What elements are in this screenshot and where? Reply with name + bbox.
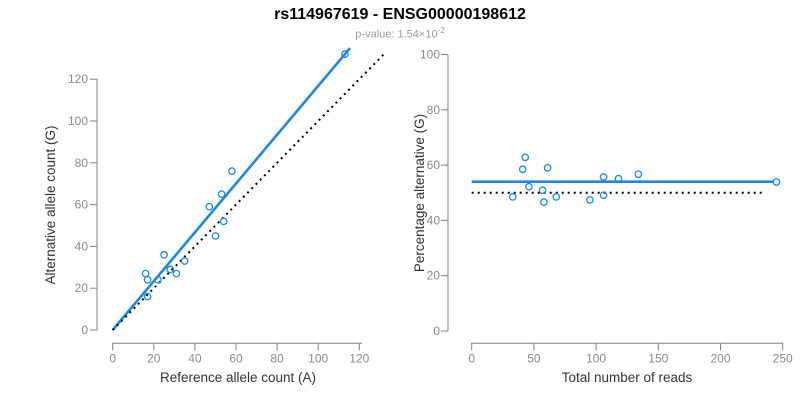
y-tick-label: 60 (75, 198, 89, 212)
right-plot-xlabel: Total number of reads (562, 370, 693, 385)
data-point (521, 153, 530, 162)
y-tick-label: 40 (75, 239, 89, 253)
x-tick-label: 100 (308, 351, 328, 365)
data-point (143, 292, 152, 301)
data-point (543, 164, 552, 172)
data-point (540, 198, 548, 207)
left-plot-xlabel: Reference allele count (A) (160, 370, 316, 385)
fit-line (111, 47, 352, 331)
data-point (228, 167, 236, 176)
data-point (166, 265, 175, 274)
y-tick-label: 80 (75, 156, 89, 170)
y-tick-label: 60 (427, 158, 441, 172)
pvalue-exponent: -2 (437, 26, 445, 35)
y-tick-label: 20 (427, 269, 441, 283)
data-point (518, 165, 527, 174)
data-point (538, 186, 547, 195)
data-point (508, 193, 517, 201)
pvalue-label: p-value: (355, 28, 398, 41)
data-point (141, 269, 150, 278)
identity-line (111, 52, 386, 331)
x-tick-label: 0 (109, 351, 116, 365)
pvalue-subtitle: p-value: 1.54×10-2 (0, 26, 800, 41)
data-point (599, 191, 608, 200)
y-tick-label: 120 (68, 72, 88, 86)
x-tick-label: 20 (147, 351, 161, 365)
x-tick-label: 200 (710, 351, 730, 365)
pvalue-base: 1.54×10 (397, 28, 438, 41)
x-tick-label: 250 (773, 351, 793, 365)
data-point (205, 202, 214, 211)
y-tick-label: 40 (427, 213, 441, 227)
data-point (154, 275, 162, 284)
x-tick-label: 150 (648, 351, 668, 365)
page-title: rs114967619 - ENSG00000198612 (274, 6, 526, 23)
x-tick-label: 50 (527, 351, 541, 365)
left-plot: 0 20 40 60 80 100 120 0 20 40 60 80 100 120 (68, 47, 386, 365)
data-point (586, 196, 594, 204)
data-point (217, 190, 226, 198)
data-point (525, 182, 533, 191)
data-point (211, 232, 220, 240)
data-point (614, 174, 623, 183)
data-point (599, 173, 608, 181)
y-tick-label: 0 (433, 324, 440, 338)
data-point (341, 50, 349, 58)
x-tick-label: 100 (586, 351, 606, 365)
y-tick-label: 0 (81, 323, 88, 337)
y-tick-label: 100 (420, 48, 440, 62)
data-point (772, 178, 781, 186)
data-point (160, 250, 168, 259)
data-point (634, 170, 643, 179)
y-tick-label: 100 (68, 114, 88, 128)
data-point (552, 193, 561, 201)
x-tick-label: 40 (188, 351, 202, 365)
x-tick-label: 0 (468, 351, 475, 365)
y-tick-label: 20 (75, 281, 89, 295)
x-tick-label: 120 (349, 351, 369, 365)
y-tick-label: 80 (427, 103, 441, 117)
left-plot-ylabel: Alternative allele count (G) (43, 125, 58, 284)
right-plot: 0 20 40 60 80 100 0 50 100 150 200 250 (420, 48, 793, 366)
data-point (172, 269, 181, 278)
right-plot-ylabel: Percentage alternative (G) (412, 114, 427, 272)
x-tick-label: 80 (270, 351, 284, 365)
data-point (219, 217, 228, 226)
data-point (143, 275, 152, 284)
data-point (180, 257, 189, 265)
x-tick-label: 60 (229, 351, 243, 365)
